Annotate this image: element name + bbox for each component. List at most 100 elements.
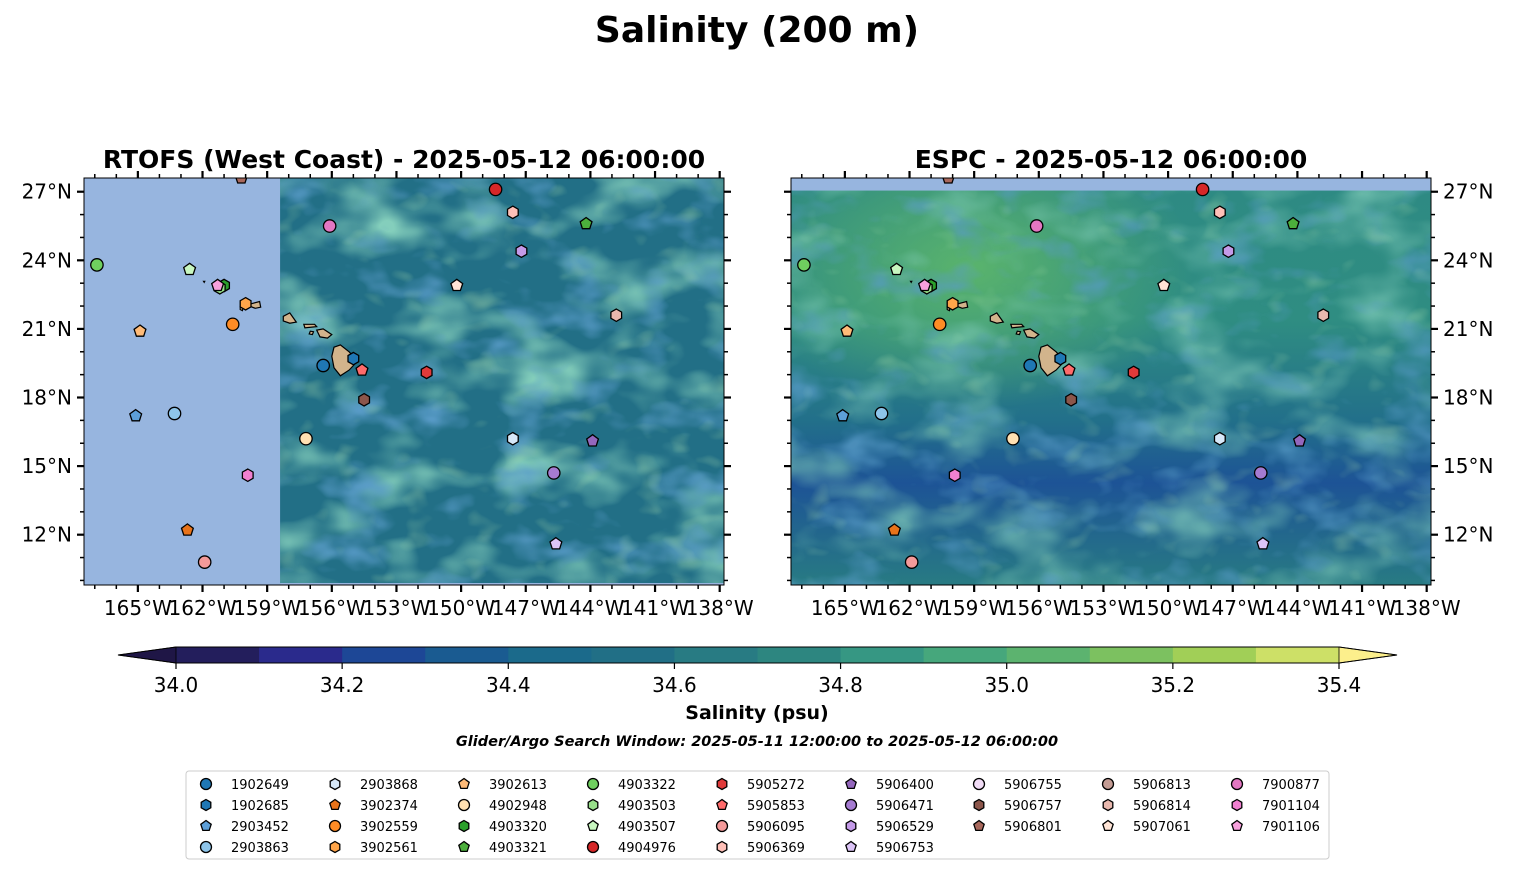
colorbar-tick-label: 35.2 [1151, 673, 1196, 697]
legend-label-4902948: 4902948 [489, 799, 547, 814]
legend-marker-5906801 [973, 819, 985, 832]
float-5906529 [515, 244, 528, 259]
island-oahu [282, 312, 298, 324]
legend-label-1902649: 1902649 [231, 778, 289, 793]
panel-espc: ESPC - 2025-05-12 06:00:00 165°W162°W159… [784, 145, 1493, 620]
legend-marker-4903503 [587, 798, 599, 812]
colorbar-segment [425, 647, 509, 663]
colorbar-tick-label: 34.6 [652, 673, 697, 697]
x-tick-label: 150°W [427, 596, 495, 620]
island-nihoa [202, 280, 206, 284]
search-window-note: Glider/Argo Search Window: 2025-05-11 12… [456, 734, 1058, 750]
legend-label-3902613: 3902613 [489, 778, 547, 793]
float-7900877 [322, 219, 337, 233]
x-tick-label: 147°W [1199, 596, 1267, 620]
legend-label-5906400: 5906400 [876, 778, 934, 793]
float-4903507 [182, 262, 197, 276]
colorbar-segment [1006, 647, 1091, 663]
float-1902685 [1054, 351, 1067, 366]
legend-label-7900877: 7900877 [1262, 778, 1320, 793]
rtofs-float-markers [90, 178, 623, 569]
legend-marker-4902948 [457, 798, 471, 812]
float-3902374 [887, 523, 902, 536]
legend-label-5906813: 5906813 [1133, 778, 1191, 793]
float-3902559 [225, 317, 240, 332]
x-tick-label: 147°W [492, 596, 560, 620]
float-7901104 [948, 468, 961, 483]
legend-marker-1902685 [200, 798, 212, 812]
island-hawaii [1038, 344, 1066, 377]
float-5906757 [358, 392, 371, 407]
rtofs-map-frame [83, 177, 725, 586]
float-5906753 [1256, 536, 1270, 550]
x-tick-label: 138°W [686, 596, 754, 620]
float-5906400 [585, 433, 600, 447]
legend-label-4903507: 4903507 [618, 820, 676, 835]
x-tick-label: 150°W [1134, 596, 1202, 620]
legend-frame [185, 770, 1330, 860]
float-2903863 [874, 406, 889, 421]
float-3902613 [840, 324, 854, 337]
float-2903868 [506, 431, 519, 446]
legend-marker-2903452 [200, 819, 212, 832]
legend-marker-5906813 [1101, 777, 1115, 791]
colorbar-segment [1255, 647, 1340, 663]
float-7901106 [210, 278, 225, 292]
legend-marker-3902561 [329, 840, 341, 854]
legend-label-2903868: 2903868 [360, 778, 418, 793]
y-tick-label: 15°N [1443, 454, 1493, 478]
legend-marker-5906095 [715, 819, 729, 833]
legend-label-3902561: 3902561 [360, 841, 418, 856]
y-tick-label: 18°N [1443, 386, 1493, 410]
legend-marker-2903863 [199, 840, 213, 854]
float-5906529 [1222, 244, 1235, 259]
y-tick-label: 27°N [22, 180, 72, 204]
island-maui [315, 328, 333, 339]
y-tick-label: 21°N [22, 317, 72, 341]
float-4904976 [488, 182, 503, 197]
legend-label-4903322: 4903322 [618, 778, 676, 793]
float-7901106 [917, 278, 932, 292]
legend-marker-5906755 [972, 777, 986, 791]
legend-marker-4903507 [587, 819, 599, 832]
island-lanai [308, 330, 315, 336]
colorbar-segment [508, 647, 592, 663]
float-7901104 [241, 468, 254, 483]
y-tick-label: 24°N [22, 248, 72, 272]
float-5905853 [1062, 363, 1076, 376]
x-tick-label: 162°W [876, 596, 944, 620]
float-5905272 [1127, 365, 1140, 380]
float-4902948 [299, 431, 313, 446]
colorbar-tick-label: 35.4 [1317, 673, 1362, 697]
colorbar-segment [757, 647, 842, 663]
legend-label-5906529: 5906529 [876, 820, 934, 835]
x-tick-label: 144°W [1263, 596, 1331, 620]
island-nihoa [909, 280, 913, 284]
y-tick-label: 12°N [1443, 523, 1493, 547]
colorbar-tick-label: 34.2 [320, 673, 365, 697]
legend-label-5906471: 5906471 [876, 799, 934, 814]
x-tick-label: 156°W [298, 596, 366, 620]
colorbar-over-extension [1338, 646, 1398, 664]
legend-label-5906369: 5906369 [747, 841, 805, 856]
legend-marker-4903320 [458, 819, 470, 833]
x-tick-label: 156°W [1005, 596, 1073, 620]
legend-label-3902559: 3902559 [360, 820, 418, 835]
legend-marker-5906471 [844, 798, 858, 812]
island-maui [1022, 328, 1040, 339]
x-tick-label: 138°W [1393, 596, 1461, 620]
legend: 1902649 1902685 2903452 2903863 2903868 39023… [185, 770, 1330, 860]
float-5906369 [1213, 205, 1226, 220]
figure-title: Salinity (200 m) [595, 10, 919, 51]
y-tick-label: 12°N [22, 523, 72, 547]
legend-label-5906753: 5906753 [876, 841, 934, 856]
espc-map-frame [790, 177, 1432, 586]
float-1902685 [347, 351, 360, 366]
panel-rtofs-title: RTOFS (West Coast) - 2025-05-12 06:00:00 [103, 145, 705, 174]
legend-label-5906801: 5906801 [1004, 820, 1062, 835]
legend-label-5906095: 5906095 [747, 820, 805, 835]
float-5906801 [942, 178, 955, 184]
legend-marker-5906529 [845, 819, 857, 833]
colorbar-segment [840, 647, 925, 663]
